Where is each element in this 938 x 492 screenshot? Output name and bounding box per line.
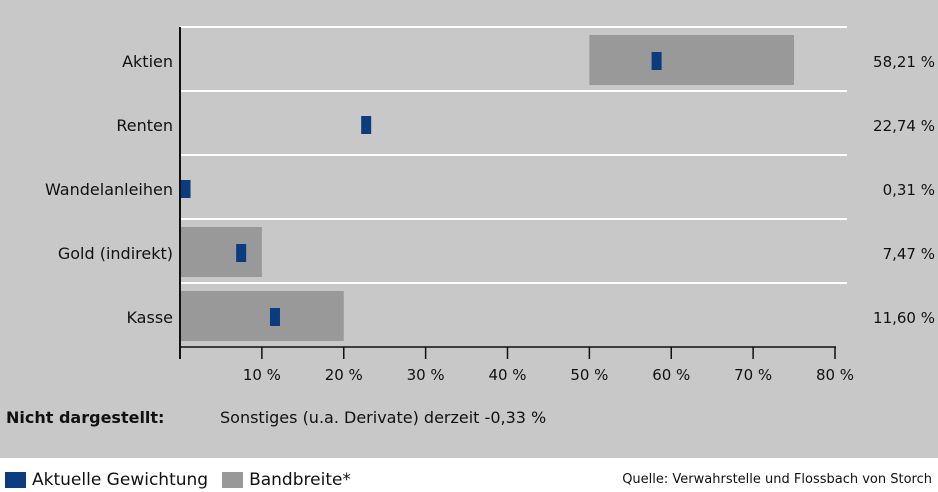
current-marker-3 bbox=[236, 244, 247, 262]
x-tick-label: 60 % bbox=[652, 366, 690, 384]
x-tick-label: 70 % bbox=[734, 366, 772, 384]
legend-label-current: Aktuelle Gewichtung bbox=[32, 470, 209, 490]
legend: Aktuelle Gewichtung Bandbreite* bbox=[5, 469, 365, 491]
value-label: 58,21 % bbox=[873, 53, 935, 71]
category-label: Aktien bbox=[122, 52, 173, 71]
current-marker-4 bbox=[269, 308, 280, 326]
x-tick-label: 80 % bbox=[816, 366, 854, 384]
category-label: Gold (indirekt) bbox=[58, 244, 173, 263]
not-shown-title: Nicht dargestellt: bbox=[6, 408, 165, 427]
category-label: Wandelanleihen bbox=[45, 180, 173, 199]
x-tick-label: 10 % bbox=[243, 366, 281, 384]
source-note: Quelle: Verwahrstelle und Flossbach von … bbox=[622, 472, 932, 487]
range-bar-4 bbox=[180, 291, 344, 341]
value-label: 7,47 % bbox=[883, 245, 935, 263]
legend-swatch-current bbox=[5, 472, 26, 488]
value-label: 22,74 % bbox=[873, 117, 935, 135]
value-label: 11,60 % bbox=[873, 309, 935, 327]
current-marker-0 bbox=[651, 52, 662, 70]
x-tick-label: 20 % bbox=[325, 366, 363, 384]
legend-label-range: Bandbreite* bbox=[249, 470, 351, 490]
value-label: 0,31 % bbox=[883, 181, 935, 199]
legend-item-range: Bandbreite* bbox=[222, 470, 351, 490]
x-tick-label: 50 % bbox=[570, 366, 608, 384]
x-tick-label: 40 % bbox=[488, 366, 526, 384]
x-tick-label: 30 % bbox=[407, 366, 445, 384]
category-label: Renten bbox=[116, 116, 173, 135]
category-label: Kasse bbox=[126, 308, 173, 327]
not-shown-text: Sonstiges (u.a. Derivate) derzeit -0,33 … bbox=[220, 408, 547, 427]
legend-swatch-range bbox=[222, 472, 244, 488]
range-bar-3 bbox=[180, 227, 262, 277]
current-marker-1 bbox=[361, 116, 372, 134]
range-bar-0 bbox=[589, 35, 795, 85]
current-marker-2 bbox=[180, 180, 191, 198]
allocation-chart: Aktien 58,21 % Renten 22,74 % Wandelanleihen… bbox=[45, 26, 935, 384]
legend-item-current: Aktuelle Gewichtung bbox=[5, 470, 208, 490]
